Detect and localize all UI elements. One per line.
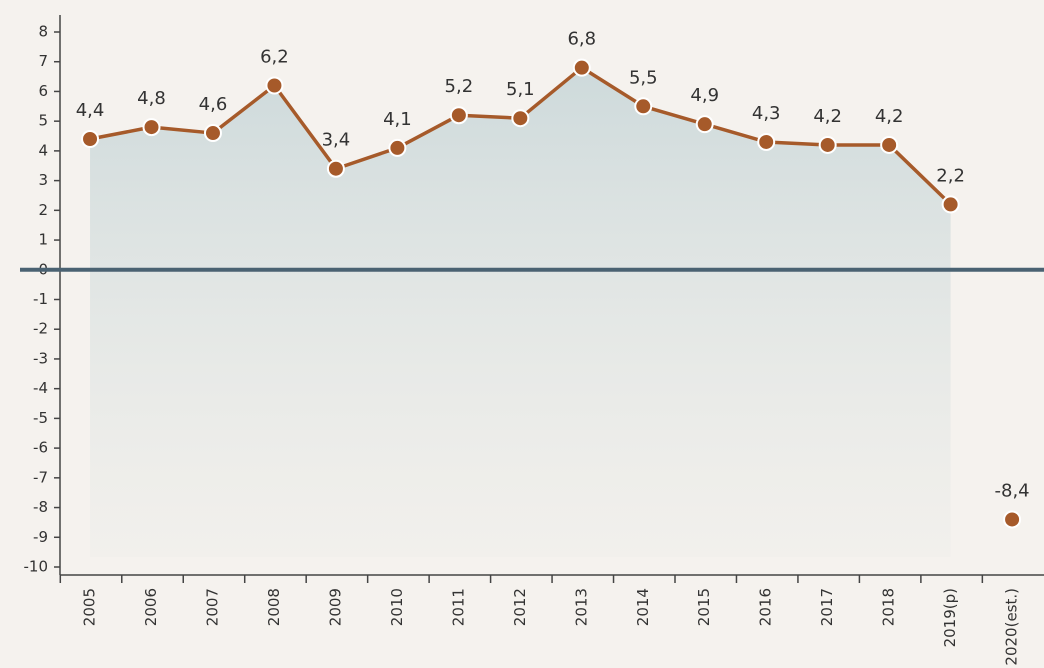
point bbox=[203, 124, 222, 143]
data-label: 6,8 bbox=[567, 29, 596, 50]
y-tick-label: -10 bbox=[24, 558, 49, 576]
y-tick-label: -9 bbox=[33, 528, 48, 546]
data-label: 5,2 bbox=[445, 76, 474, 97]
data-label: 4,2 bbox=[813, 106, 842, 127]
x-tick-label: 2019(p) bbox=[941, 588, 959, 647]
point bbox=[265, 76, 284, 95]
y-tick-label: 7 bbox=[38, 52, 48, 70]
y-tick-label: -1 bbox=[33, 290, 48, 308]
y-tick-label: 8 bbox=[38, 23, 48, 41]
data-label: 4,4 bbox=[76, 100, 105, 121]
x-tick-label: 2016 bbox=[757, 588, 775, 626]
data-label: 4,2 bbox=[875, 106, 904, 127]
x-tick-label: 2010 bbox=[388, 588, 406, 626]
data-label: -8,4 bbox=[995, 480, 1030, 501]
y-tick-label: -6 bbox=[33, 439, 48, 457]
y-tick-label: -8 bbox=[33, 498, 48, 516]
x-tick-label: 2012 bbox=[511, 588, 529, 626]
y-tick-label: 6 bbox=[38, 82, 48, 100]
point bbox=[757, 132, 776, 151]
point bbox=[388, 138, 407, 157]
x-tick-label: 2011 bbox=[449, 588, 467, 626]
y-tick-label: -2 bbox=[33, 320, 48, 338]
y-tick-label: -7 bbox=[33, 468, 48, 486]
data-label: 3,4 bbox=[322, 130, 351, 151]
y-tick-label: 4 bbox=[38, 141, 48, 159]
y-tick-label: 3 bbox=[38, 171, 48, 189]
point bbox=[1003, 510, 1022, 529]
point bbox=[326, 159, 345, 178]
x-tick-label: 2009 bbox=[326, 588, 344, 626]
x-tick-label: 2006 bbox=[142, 588, 160, 626]
point bbox=[695, 115, 714, 134]
x-tick-label: 2005 bbox=[81, 588, 99, 626]
x-tick-label: 2017 bbox=[818, 588, 836, 626]
data-label: 4,6 bbox=[199, 94, 228, 115]
point bbox=[818, 135, 837, 154]
data-label: 5,1 bbox=[506, 79, 535, 100]
x-tick-label: 2015 bbox=[695, 588, 713, 626]
data-label: 5,5 bbox=[629, 67, 658, 88]
area bbox=[90, 67, 951, 558]
y-tick-label: -3 bbox=[33, 349, 48, 367]
point bbox=[81, 130, 100, 148]
point bbox=[572, 58, 591, 77]
data-label: 4,8 bbox=[137, 88, 166, 109]
x-tick-label: 2008 bbox=[265, 588, 283, 626]
x-tick-label: 2013 bbox=[572, 588, 590, 626]
data-label: 2,2 bbox=[936, 165, 965, 186]
data-label: 4,3 bbox=[752, 103, 781, 124]
point bbox=[511, 109, 530, 128]
data-label: 4,1 bbox=[383, 109, 412, 130]
y-tick-label: -4 bbox=[33, 379, 48, 397]
y-tick-label: 5 bbox=[38, 112, 48, 130]
x-tick-label: 2018 bbox=[880, 588, 898, 626]
point bbox=[634, 97, 653, 116]
x-tick-label: 2020(est.) bbox=[1003, 588, 1021, 666]
x-tick-label: 2014 bbox=[634, 588, 652, 626]
x-tick-label: 2007 bbox=[203, 588, 221, 626]
y-tick-label: 2 bbox=[38, 201, 48, 219]
point bbox=[142, 118, 161, 137]
data-label: 6,2 bbox=[260, 47, 289, 68]
y-tick-label: 1 bbox=[38, 231, 48, 249]
point bbox=[880, 135, 899, 154]
data-label: 4,9 bbox=[690, 85, 719, 106]
point bbox=[449, 106, 468, 125]
y-tick-label: -5 bbox=[33, 409, 48, 427]
point bbox=[941, 195, 960, 214]
